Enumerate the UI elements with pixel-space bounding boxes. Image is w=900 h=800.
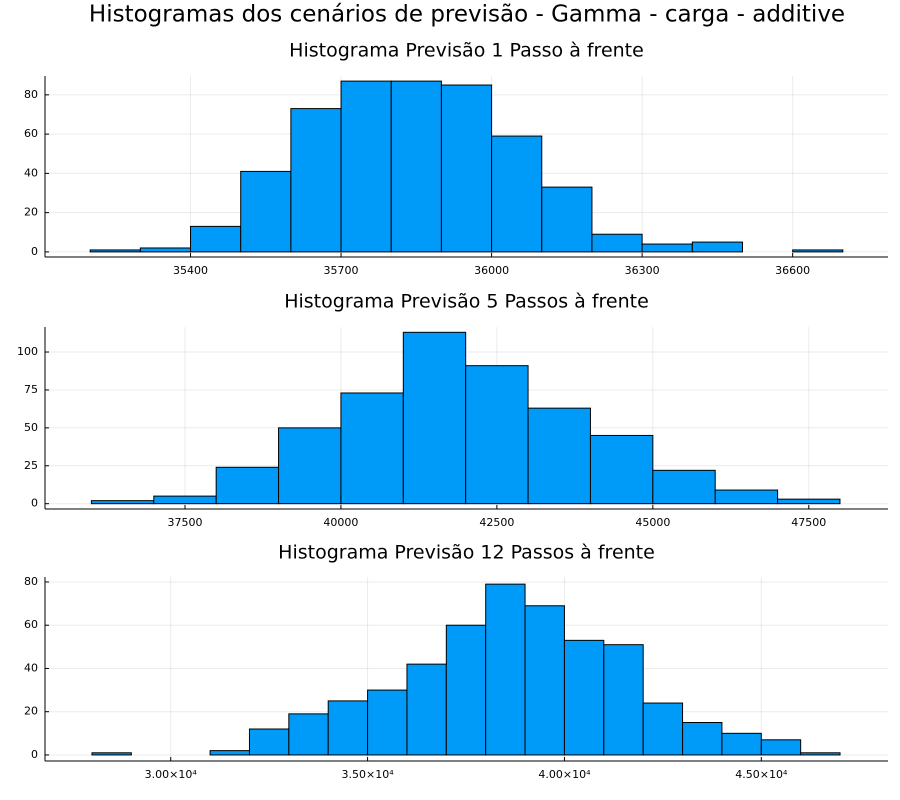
x-tick-label: 3.50×10⁴ bbox=[342, 768, 395, 781]
bar bbox=[402, 331, 467, 505]
bar bbox=[445, 624, 487, 756]
y-tick-label: 25 bbox=[24, 459, 38, 472]
bar bbox=[248, 728, 290, 756]
x-tick-label: 42500 bbox=[479, 516, 514, 529]
x-tick-label: 36600 bbox=[775, 264, 810, 277]
bar bbox=[90, 500, 155, 505]
bar bbox=[563, 639, 605, 756]
figure-title: Histogramas dos cenários de previsão - G… bbox=[89, 2, 845, 28]
bar bbox=[390, 80, 442, 253]
bar bbox=[209, 750, 250, 756]
x-tick-label: 47500 bbox=[791, 516, 826, 529]
x-tick-label: 36000 bbox=[474, 264, 509, 277]
bar bbox=[721, 732, 762, 756]
y-tick-label: 0 bbox=[31, 245, 38, 258]
bar bbox=[215, 466, 280, 505]
y-tick-label: 20 bbox=[24, 705, 38, 718]
y-tick-label: 75 bbox=[24, 383, 38, 396]
x-tick-label: 35700 bbox=[324, 264, 359, 277]
bar bbox=[714, 489, 779, 505]
bar bbox=[591, 233, 643, 253]
bar bbox=[682, 722, 723, 756]
bar bbox=[777, 498, 841, 505]
y-tick-label: 0 bbox=[31, 497, 38, 510]
y-tick-label: 40 bbox=[24, 166, 38, 179]
x-tick-label: 4.50×10⁴ bbox=[735, 768, 788, 781]
bar bbox=[340, 80, 392, 253]
bar bbox=[290, 108, 342, 253]
bar bbox=[491, 135, 543, 253]
bar bbox=[760, 739, 802, 756]
x-tick-label: 45000 bbox=[635, 516, 670, 529]
bar bbox=[642, 702, 684, 756]
bar bbox=[589, 434, 654, 505]
bar bbox=[800, 752, 841, 756]
bar bbox=[485, 583, 526, 756]
x-tick-label: 35400 bbox=[173, 264, 208, 277]
bar bbox=[240, 170, 292, 253]
bar bbox=[91, 752, 132, 756]
bar bbox=[190, 225, 242, 253]
bar bbox=[327, 700, 369, 756]
bar bbox=[139, 247, 192, 253]
bar bbox=[406, 663, 447, 756]
y-tick-label: 40 bbox=[24, 661, 38, 674]
bar bbox=[792, 249, 844, 253]
y-tick-label: 50 bbox=[24, 421, 38, 434]
bar bbox=[527, 407, 591, 505]
bar bbox=[440, 84, 493, 253]
y-tick-label: 0 bbox=[31, 748, 38, 761]
bar bbox=[524, 605, 565, 756]
bar bbox=[367, 689, 408, 756]
chart-title: Histograma Previsão 1 Passo à frente bbox=[289, 40, 644, 62]
y-tick-label: 20 bbox=[24, 206, 38, 219]
x-tick-label: 37500 bbox=[167, 516, 202, 529]
bar bbox=[153, 495, 217, 505]
bar bbox=[541, 186, 593, 253]
y-tick-label: 80 bbox=[24, 575, 38, 588]
chart-title: Histograma Previsão 5 Passos à frente bbox=[284, 291, 649, 313]
chart-title: Histograma Previsão 12 Passos à frente bbox=[278, 542, 655, 564]
bar bbox=[652, 469, 716, 505]
bar bbox=[691, 241, 743, 253]
x-tick-label: 36300 bbox=[625, 264, 660, 277]
x-tick-label: 4.00×10⁴ bbox=[538, 768, 591, 781]
y-tick-label: 60 bbox=[24, 618, 38, 631]
bar bbox=[340, 392, 404, 505]
x-tick-label: 3.00×10⁴ bbox=[145, 768, 198, 781]
y-tick-label: 60 bbox=[24, 127, 38, 140]
bar bbox=[465, 365, 529, 505]
y-tick-label: 80 bbox=[24, 88, 38, 101]
y-tick-label: 100 bbox=[17, 345, 38, 358]
x-tick-label: 40000 bbox=[323, 516, 358, 529]
bar bbox=[641, 243, 693, 253]
bar bbox=[603, 644, 644, 756]
bar bbox=[278, 427, 342, 505]
bar bbox=[288, 713, 329, 756]
bar bbox=[89, 249, 141, 253]
